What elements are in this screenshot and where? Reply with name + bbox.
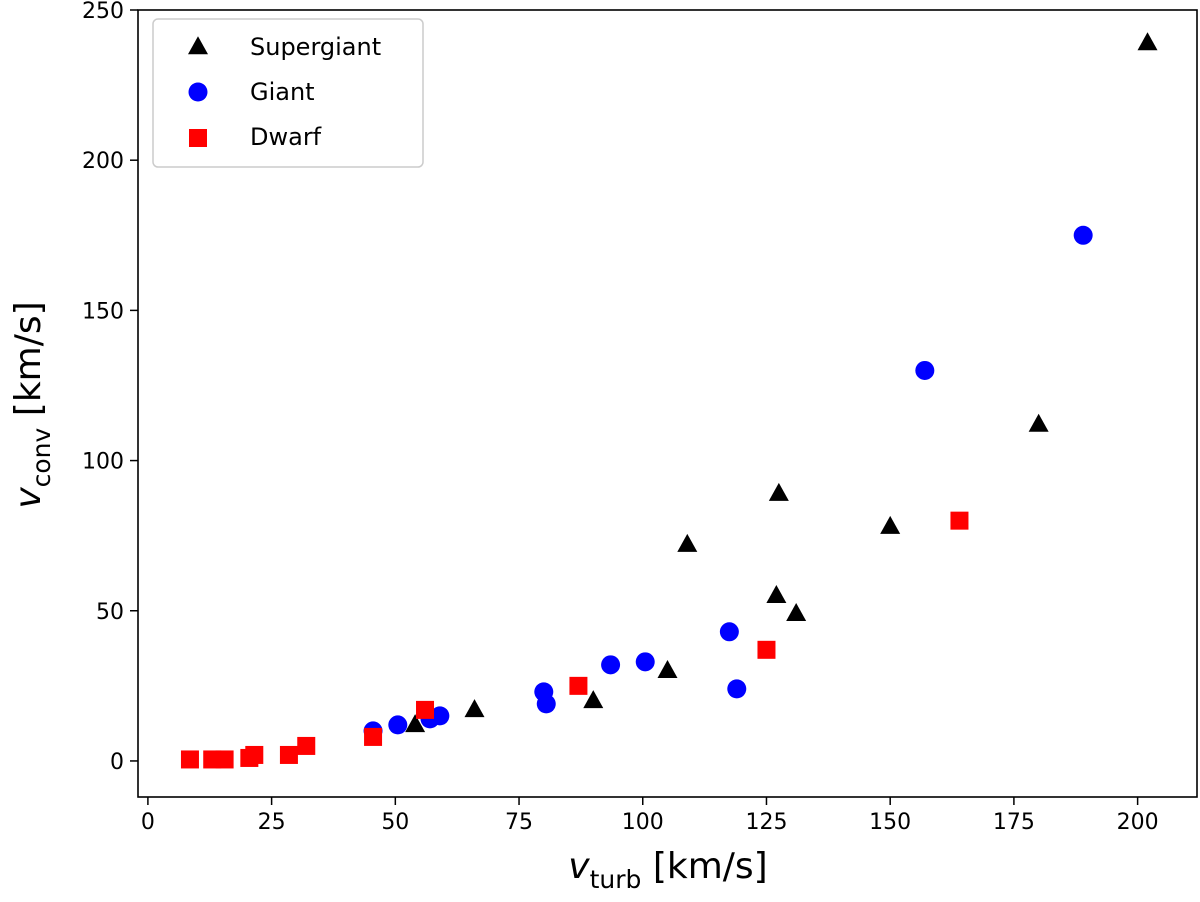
legend-markers	[188, 36, 208, 147]
supergiant-point	[1137, 32, 1158, 51]
dwarf-point	[364, 727, 383, 746]
legend: Supergiant Giant Dwarf	[152, 18, 424, 168]
supergiant-point	[880, 515, 901, 534]
supergiant-point	[405, 714, 426, 733]
dwarf-point	[950, 511, 969, 530]
legend-label-giant: Giant	[250, 78, 315, 106]
dwarf-point	[180, 750, 199, 769]
giant-point	[1073, 225, 1093, 245]
y-tick-label: 50	[96, 600, 124, 625]
x-tick-label: 75	[505, 810, 533, 835]
giant-point	[536, 694, 556, 714]
x-tick-label: 0	[141, 810, 155, 835]
y-tick-label: 250	[82, 0, 124, 24]
y-axis-symbol: v	[8, 487, 49, 509]
x-axis-title: vturb [km/s]	[568, 846, 767, 894]
dwarf-point	[416, 700, 435, 719]
supergiant-point	[1028, 413, 1049, 432]
y-tick-label: 0	[110, 750, 124, 775]
giant-point	[727, 679, 747, 699]
supergiant-point	[766, 584, 787, 603]
legend-label-dwarf: Dwarf	[250, 123, 322, 151]
giant-point	[388, 715, 408, 735]
dwarf-point	[279, 745, 298, 764]
legend-marker-supergiant	[188, 36, 208, 55]
supergiant-point	[768, 482, 789, 501]
x-tick-label: 175	[993, 810, 1035, 835]
y-axis-unit: [km/s]	[8, 301, 49, 427]
x-tick-label: 25	[258, 810, 286, 835]
legend-marker-giant	[188, 82, 208, 102]
supergiant-point	[677, 533, 698, 552]
legend-marker-dwarf	[189, 129, 207, 147]
y-axis-subscript: conv	[27, 427, 56, 487]
supergiant-point	[786, 602, 807, 621]
giant-point	[635, 652, 655, 672]
ticks-layer: 0 25 50 75 100 125 150 175 200 0 50 100 150 200 250	[82, 0, 1159, 835]
y-tick-label: 150	[82, 299, 124, 324]
y-tick-label: 200	[82, 149, 124, 174]
x-tick-label: 150	[869, 810, 911, 835]
data-points-layer	[180, 32, 1158, 769]
giant-point	[915, 360, 935, 380]
dwarf-point	[569, 676, 588, 695]
dwarf-point	[757, 640, 776, 659]
x-tick-label: 50	[381, 810, 409, 835]
y-tick-label: 100	[82, 450, 124, 475]
x-tick-label: 125	[745, 810, 787, 835]
dwarf-point	[297, 736, 316, 755]
giant-point	[719, 622, 739, 642]
x-tick-label: 100	[622, 810, 664, 835]
dwarf-point	[203, 750, 222, 769]
x-tick-label: 200	[1117, 810, 1159, 835]
dwarf-point	[240, 748, 259, 767]
x-axis-subscript: turb	[590, 865, 642, 894]
y-axis-title: vconv [km/s]	[8, 301, 56, 508]
supergiant-point	[583, 690, 604, 709]
legend-label-supergiant: Supergiant	[250, 33, 381, 61]
supergiant-point	[464, 699, 485, 718]
x-axis-symbol: v	[568, 846, 590, 887]
supergiant-point	[657, 660, 678, 679]
x-axis-unit: [km/s]	[641, 846, 767, 887]
legend-box	[152, 18, 424, 168]
giant-point	[601, 655, 621, 675]
plot-frame	[137, 9, 1198, 798]
